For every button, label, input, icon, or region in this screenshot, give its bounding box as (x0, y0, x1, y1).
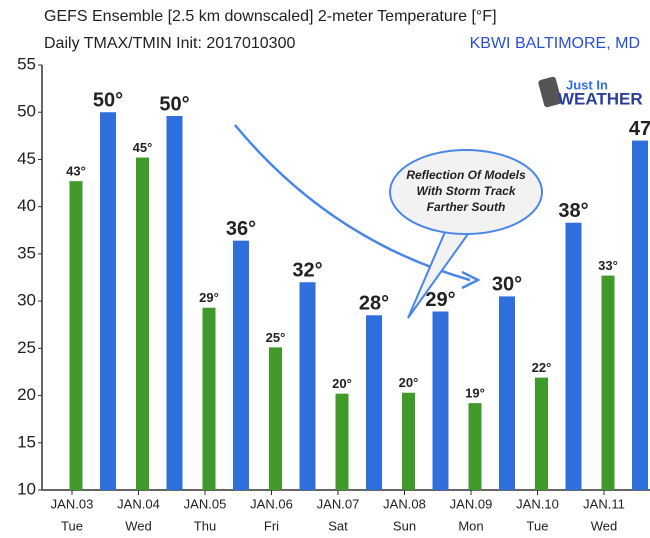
value-label: 36° (226, 218, 256, 240)
bar (366, 315, 382, 490)
annotation-text: With Storm Track (416, 184, 516, 198)
day-label: Tue (61, 518, 83, 533)
bubble-join (445, 226, 469, 232)
bar (432, 311, 449, 490)
chart-subtitle: Daily TMAX/TMIN Init: 2017010300 (44, 35, 295, 52)
value-label: 28° (359, 293, 389, 315)
bar (299, 282, 316, 490)
annotation: Reflection Of Models With Storm Track Fa… (234, 124, 543, 319)
x-tick-label: JAN.03 (51, 496, 94, 511)
y-tick-label: 45 (17, 149, 36, 168)
bar (69, 181, 83, 490)
day-label: Fri (264, 518, 279, 533)
bar (601, 275, 615, 490)
y-tick-label: 30 (17, 291, 36, 310)
y-tick-label: 10 (17, 479, 36, 498)
value-label: 38° (558, 200, 588, 222)
x-tick-label: JAN.05 (184, 496, 227, 511)
bar (632, 140, 648, 491)
bubble-tail (407, 231, 469, 319)
value-label: 29° (425, 289, 455, 311)
bar (535, 377, 548, 490)
y-tick-label: 50 (17, 102, 36, 121)
location: KBWI BALTIMORE, MD (470, 35, 640, 52)
value-label: 47 (629, 118, 650, 140)
y-tick-label: 35 (17, 243, 36, 262)
day-label: Wed (591, 518, 618, 533)
bar (233, 240, 249, 490)
logo-text: Just In (566, 77, 608, 92)
x-tick-label: JAN.11 (583, 496, 625, 511)
x-tick-label: JAN.07 (317, 496, 360, 511)
value-label: 22° (532, 360, 552, 375)
chart-title: GEFS Ensemble [2.5 km downscaled] 2-mete… (44, 8, 497, 25)
value-label: 19° (465, 386, 485, 401)
bar (136, 157, 149, 491)
value-label: 29° (199, 290, 219, 305)
y-tick-label: 55 (17, 54, 36, 73)
bar (499, 296, 515, 490)
day-label: Sun (393, 518, 416, 533)
value-label: 20° (332, 376, 352, 391)
value-label: 32° (292, 260, 322, 282)
logo-text: WEATHER (558, 89, 643, 108)
value-label: 30° (492, 274, 522, 296)
logo: Just In WEATHER (538, 76, 643, 108)
day-label: Sat (328, 518, 348, 533)
logo-icon (538, 76, 562, 108)
value-label: 20° (399, 375, 419, 390)
bar (166, 116, 183, 490)
annotation-text: Farther South (427, 200, 506, 214)
bar (565, 222, 582, 490)
value-label: 43° (66, 164, 86, 179)
x-tick-label: JAN.10 (516, 496, 559, 511)
value-label: 45° (133, 140, 153, 155)
bar (335, 393, 349, 490)
bar (402, 392, 415, 490)
bar (202, 307, 216, 490)
x-tick-label: JAN.09 (450, 496, 493, 511)
annotation-text: Reflection Of Models (406, 168, 526, 182)
y-tick-label: 40 (17, 196, 36, 215)
bar (468, 403, 482, 490)
value-label: 50° (159, 93, 189, 115)
arrow-head (461, 270, 481, 290)
x-tick-label: JAN.08 (383, 496, 426, 511)
x-tick-label: JAN.06 (250, 496, 293, 511)
y-tick-label: 25 (17, 338, 36, 357)
value-label: 33° (598, 258, 618, 273)
day-label: Tue (527, 518, 549, 533)
day-label: Thu (194, 518, 216, 533)
x-tick-label: JAN.04 (117, 496, 160, 511)
value-label: 25° (266, 330, 286, 345)
day-label: Mon (458, 518, 483, 533)
y-tick-label: 20 (17, 385, 36, 404)
value-label: 50° (93, 90, 123, 112)
bar (269, 347, 282, 490)
day-label: Wed (125, 518, 152, 533)
bubble (389, 149, 543, 235)
y-tick-label: 15 (17, 432, 36, 451)
bar (100, 112, 116, 490)
